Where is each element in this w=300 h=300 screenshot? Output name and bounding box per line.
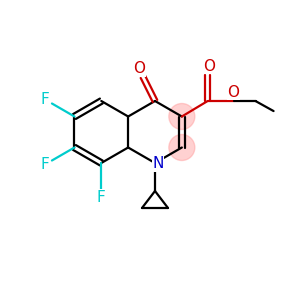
- Text: F: F: [40, 157, 50, 172]
- Text: O: O: [204, 58, 216, 74]
- Text: N: N: [152, 157, 164, 172]
- Circle shape: [169, 134, 195, 160]
- Text: F: F: [97, 190, 106, 205]
- Text: O: O: [133, 61, 145, 76]
- Circle shape: [169, 103, 195, 130]
- Text: O: O: [228, 85, 240, 100]
- Text: F: F: [40, 92, 50, 107]
